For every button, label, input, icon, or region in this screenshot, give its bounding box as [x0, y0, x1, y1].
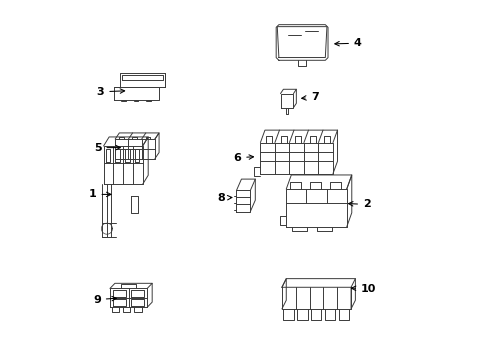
Text: 4: 4 — [334, 38, 361, 48]
Text: 2: 2 — [348, 199, 370, 210]
Text: 9: 9 — [93, 294, 116, 305]
Text: 6: 6 — [233, 153, 253, 163]
Text: 7: 7 — [301, 92, 318, 102]
Text: 5: 5 — [94, 143, 120, 153]
Text: 8: 8 — [217, 193, 231, 203]
Text: 3: 3 — [97, 87, 124, 97]
Text: 10: 10 — [351, 284, 376, 294]
Text: 1: 1 — [88, 189, 111, 199]
